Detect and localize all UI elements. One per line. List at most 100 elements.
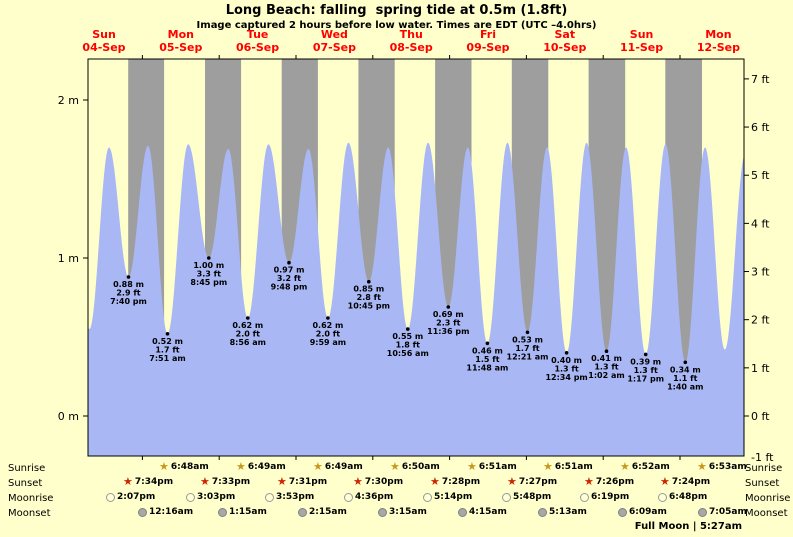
- low-tide-marker: [446, 305, 451, 309]
- moonrise-time: 6:48pm: [669, 492, 708, 502]
- low-tide-marker: [165, 332, 170, 336]
- low-tide-label: 0.41 m: [591, 354, 622, 363]
- day-name: Wed: [321, 28, 348, 41]
- low-tide-label: 2.8 ft: [357, 293, 381, 302]
- y-axis-label-ft: 6 ft: [751, 121, 770, 134]
- sunset-icon: ★: [660, 475, 670, 488]
- moonset-icon: [538, 507, 547, 517]
- day-date: 08-Sep: [390, 41, 433, 54]
- day-date: 12-Sep: [697, 41, 740, 54]
- low-tide-marker: [246, 316, 250, 320]
- sunset-row-label-left: Sunset: [8, 478, 43, 489]
- low-tide-label: 0.55 m: [392, 332, 423, 341]
- moonset-row-label-right: Moonset: [745, 508, 788, 519]
- sunset-entry: ★ 7:28pm: [430, 476, 480, 487]
- sunrise-time: 6:51am: [478, 462, 517, 472]
- low-tide-label: 1.3 ft: [634, 366, 658, 375]
- sunset-time: 7:31pm: [288, 477, 328, 487]
- moonset-time: 5:13am: [549, 507, 587, 517]
- low-tide-marker: [485, 341, 490, 346]
- sunrise-entry: ★ 6:52am: [620, 460, 670, 473]
- y-axis-label-m: 2 m: [58, 94, 79, 107]
- low-tide-label: 0.40 m: [551, 356, 582, 365]
- sunrise-entry: ★ 6:49am: [313, 461, 363, 472]
- moonset-time: 7:05am: [709, 507, 747, 517]
- sunrise-icon: ★: [543, 460, 553, 473]
- low-tide-marker: [643, 352, 648, 357]
- sunset-entry: ★ 7:24pm: [660, 475, 710, 488]
- moonset-icon: [138, 507, 147, 517]
- low-tide-marker: [406, 327, 410, 331]
- moonrise-time: 2:07pm: [117, 492, 156, 502]
- sunrise-time: 6:48am: [170, 462, 209, 472]
- moonrise-time: 3:03pm: [197, 492, 236, 502]
- day-date: 10-Sep: [543, 41, 586, 54]
- moonset-time: 3:15am: [389, 507, 427, 517]
- moonrise-icon: [658, 492, 667, 502]
- moonrise-time: 3:53pm: [276, 492, 315, 502]
- chart-title: Long Beach: falling spring tide at 0.5m …: [225, 3, 568, 18]
- sunset-icon: ★: [200, 475, 210, 488]
- moonset-entry: 2:15am: [298, 507, 347, 517]
- y-axis-label-m: 0 m: [58, 410, 79, 423]
- sunrise-row-label-left: Sunrise: [8, 463, 46, 474]
- low-tide-label: 8:56 am: [230, 338, 266, 347]
- sunset-entry: ★ 7:33pm: [200, 475, 250, 488]
- low-tide-label: 3.2 ft: [277, 274, 301, 283]
- low-tide-label: 2.0 ft: [236, 330, 260, 339]
- low-tide-label: 1.8 ft: [396, 341, 420, 350]
- sunset-icon: ★: [507, 475, 517, 488]
- y-axis-label-ft: 3 ft: [751, 266, 770, 279]
- sunrise-time: 6:49am: [247, 462, 286, 472]
- low-tide-marker: [326, 316, 330, 320]
- low-tide-marker: [126, 275, 131, 279]
- moonrise-entry: 6:19pm: [580, 492, 629, 502]
- day-date: 09-Sep: [466, 41, 509, 54]
- sunrise-icon: ★: [159, 460, 169, 473]
- y-axis-label-ft: -1 ft: [751, 451, 774, 464]
- moonset-entry: 12:16am: [138, 507, 193, 517]
- sunrise-icon: ★: [620, 460, 630, 473]
- moonset-row-label-left: Moonset: [8, 508, 51, 519]
- sunrise-time: 6:52am: [631, 462, 670, 472]
- sunset-icon: ★: [584, 475, 594, 488]
- tide-area: [88, 142, 744, 456]
- low-tide-label: 1.7 ft: [155, 345, 179, 354]
- sunset-icon: ★: [277, 475, 287, 488]
- moonrise-entry: 3:53pm: [265, 492, 314, 502]
- moonrise-icon: [186, 492, 195, 502]
- moonset-time: 12:16am: [149, 507, 194, 517]
- day-name: Tue: [247, 28, 269, 41]
- low-tide-label: 7:40 pm: [110, 297, 147, 306]
- sunrise-entry: ★ 6:51am: [543, 460, 593, 473]
- low-tide-label: 0.97 m: [274, 266, 305, 275]
- sunset-time: 7:34pm: [134, 477, 174, 487]
- y-axis-label-ft: 1 ft: [751, 362, 770, 375]
- day-name: Mon: [705, 28, 731, 41]
- low-tide-label: 1.00 m: [193, 261, 224, 270]
- low-tide-label: 0.52 m: [152, 337, 183, 346]
- sunset-icon: ★: [353, 475, 363, 488]
- day-date: 06-Sep: [236, 41, 279, 54]
- sunset-entry: ★ 7:34pm: [123, 476, 174, 487]
- low-tide-label: 0.62 m: [232, 321, 263, 330]
- low-tide-label: 1:40 am: [667, 382, 703, 391]
- low-tide-label: 11:48 am: [466, 363, 508, 372]
- moonset-entry: 4:15am: [458, 507, 507, 517]
- day-name: Thu: [400, 28, 423, 41]
- sunrise-time: 6:50am: [401, 462, 440, 472]
- moonset-icon: [698, 507, 707, 517]
- sunrise-time: 6:51am: [554, 462, 593, 472]
- sunset-time: 7:26pm: [595, 477, 635, 487]
- low-tide-label: 9:48 pm: [271, 283, 308, 292]
- sunrise-entry: ★ 6:49am: [236, 461, 286, 472]
- low-tide-label: 12:21 am: [507, 352, 549, 361]
- low-tide-label: 0.85 m: [353, 285, 384, 294]
- sunrise-entry: ★ 6:53am: [697, 461, 747, 472]
- moonrise-entry: 2:07pm: [106, 492, 155, 502]
- moonrise-entry: 4:36pm: [344, 492, 393, 502]
- moonrise-time: 6:19pm: [591, 492, 630, 502]
- low-tide-label: 1.7 ft: [515, 344, 539, 353]
- low-tide-marker: [207, 256, 211, 260]
- moonrise-time: 4:36pm: [355, 492, 394, 502]
